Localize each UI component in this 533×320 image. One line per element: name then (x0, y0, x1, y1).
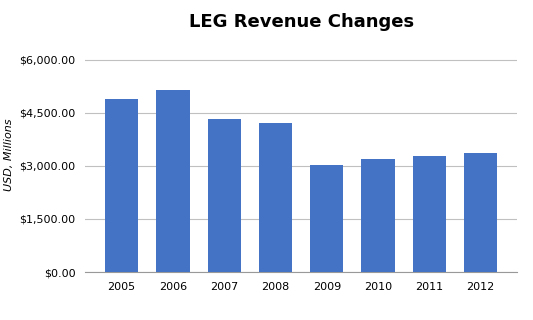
Bar (259, 123, 292, 272)
Bar (361, 159, 395, 272)
Bar (207, 119, 241, 272)
Bar (464, 153, 497, 272)
Bar (310, 165, 343, 272)
Bar (105, 99, 138, 272)
Bar (156, 90, 190, 272)
Title: LEG Revenue Changes: LEG Revenue Changes (189, 13, 414, 31)
Bar (413, 156, 446, 272)
Y-axis label: USD, Millions: USD, Millions (4, 119, 14, 191)
